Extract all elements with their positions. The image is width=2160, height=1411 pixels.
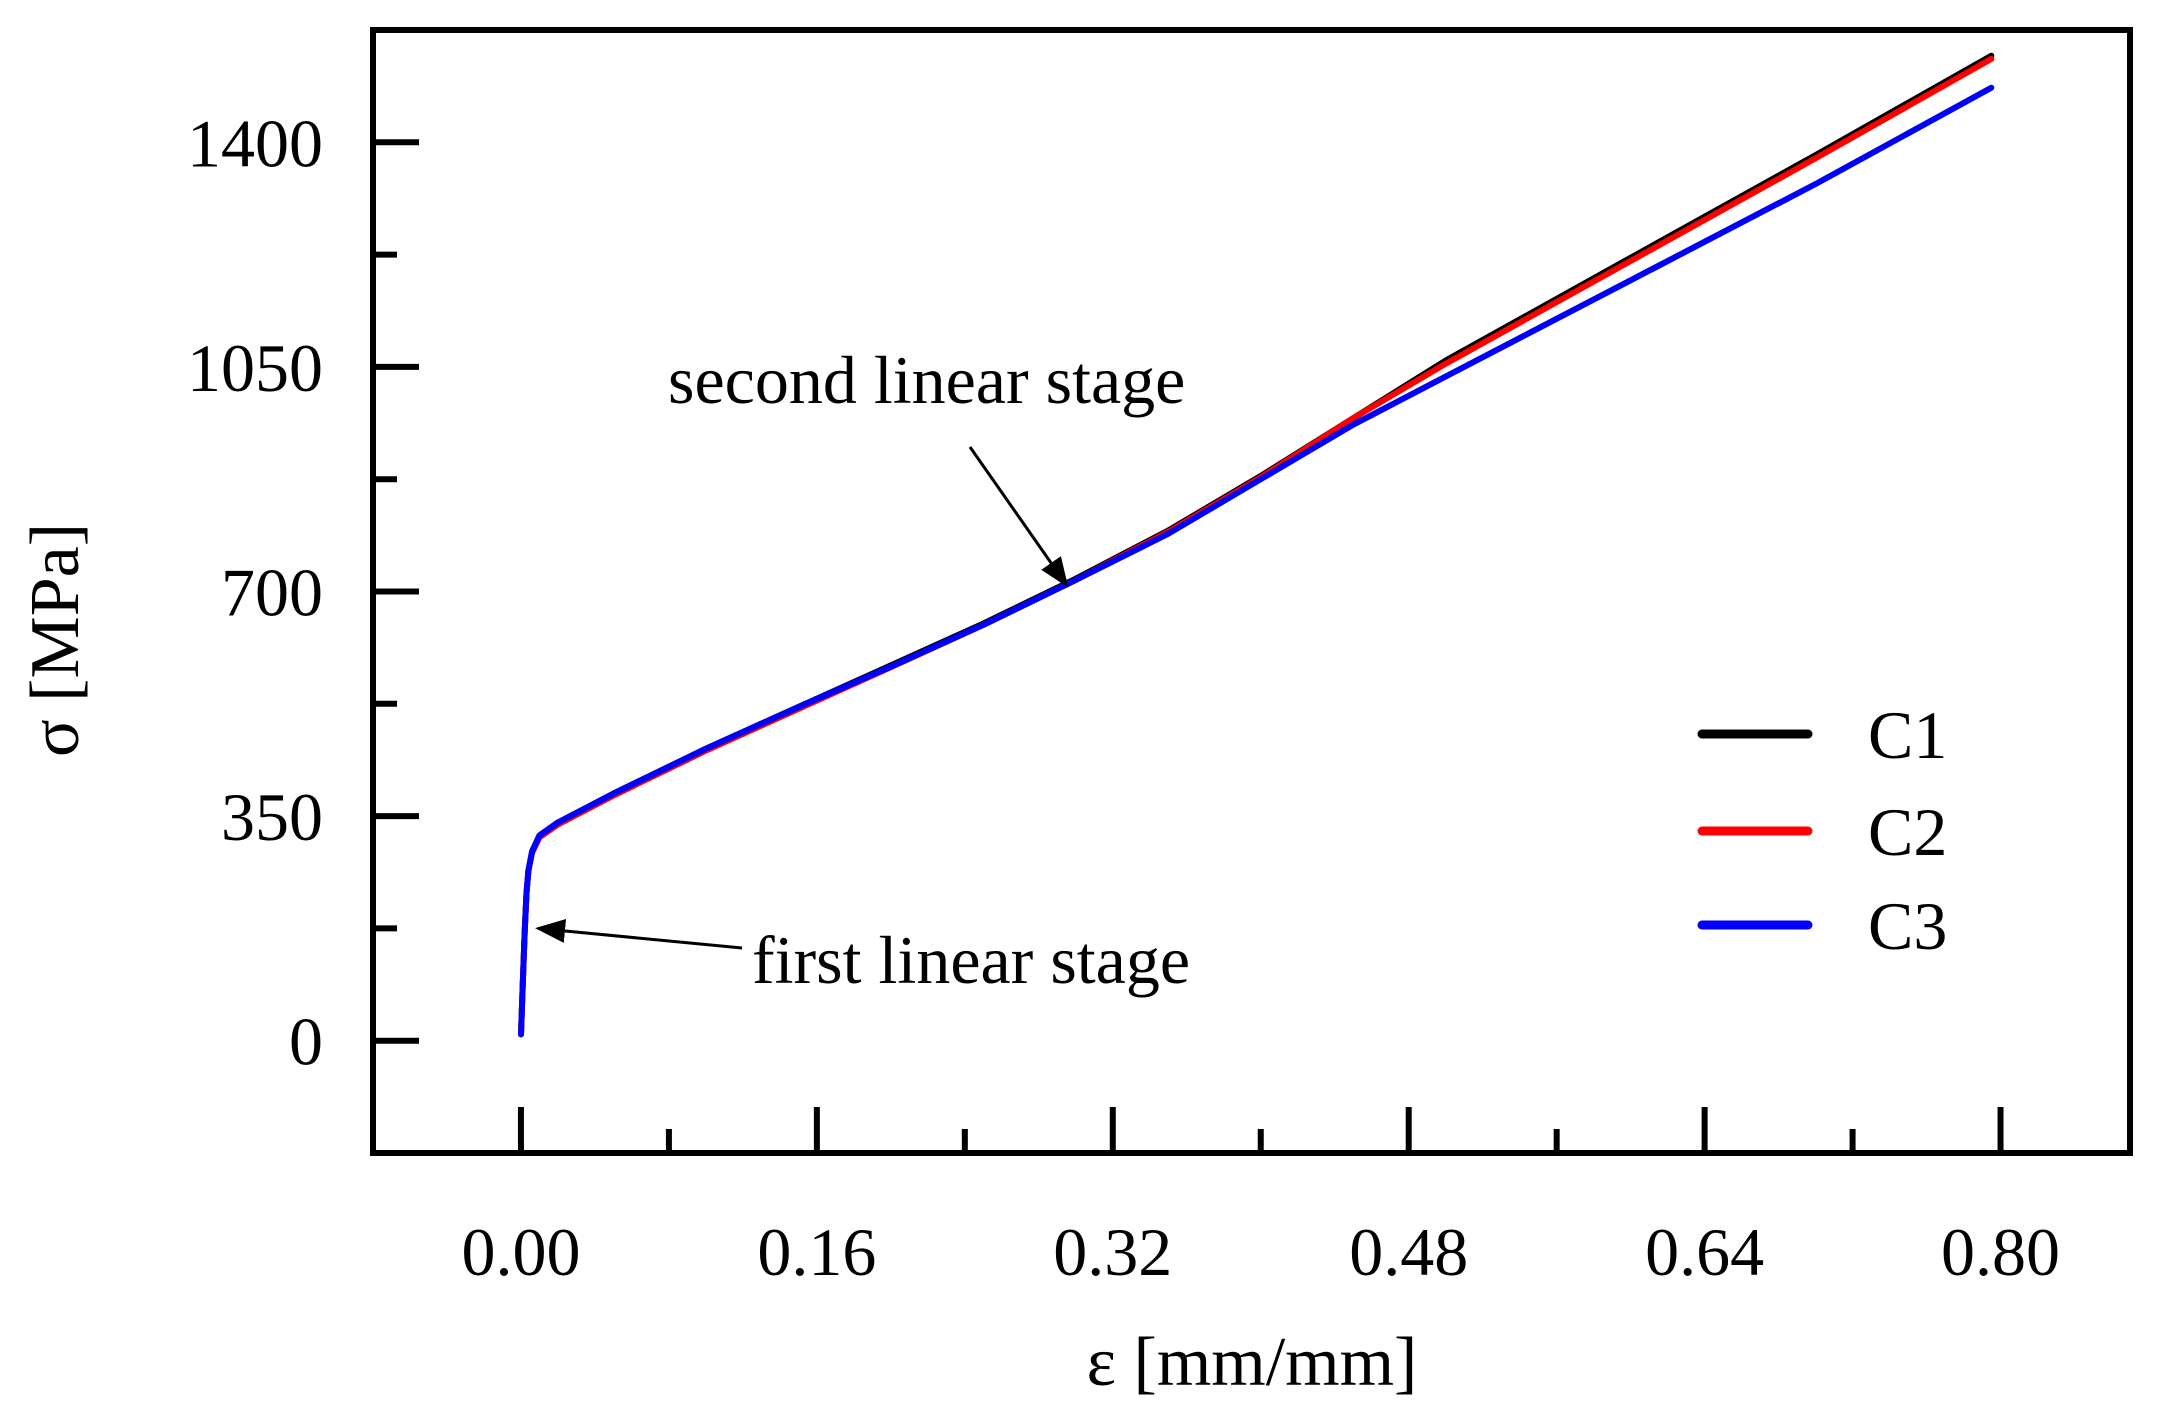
plot-frame — [370, 27, 2133, 1156]
x-axis-ticks — [517, 1107, 2004, 1153]
x-tick-label: 0.32 — [1053, 1214, 1172, 1290]
y-tick-label: 1400 — [187, 105, 323, 181]
x-tick-label: 0.48 — [1349, 1214, 1468, 1290]
annotation-first-linear-stage: first linear stage — [752, 922, 1190, 998]
legend-label-c1: C1 — [1868, 697, 1947, 773]
series-line-c1 — [518, 52, 1995, 1038]
y-axis-tick-labels: 0 350 700 1050 1400 — [187, 105, 323, 1079]
x-axis-title: ε [mm/mm] — [1087, 1324, 1418, 1401]
legend-label-c2: C2 — [1868, 794, 1947, 870]
y-axis-title: σ [MPa] — [17, 523, 94, 757]
x-axis-tick-labels: 0.00 0.16 0.32 0.48 0.64 0.80 — [461, 1214, 2060, 1290]
legend: C1 C2 C3 — [1697, 697, 1947, 964]
x-tick-label: 0.00 — [461, 1214, 580, 1290]
x-tick-label: 0.64 — [1645, 1214, 1764, 1290]
series-line-c3 — [518, 84, 1995, 1038]
y-axis-ticks — [373, 139, 419, 1044]
y-tick-label: 1050 — [187, 330, 323, 406]
data-series — [518, 52, 1995, 1038]
annotation-arrow-first-linear-stage — [535, 919, 743, 950]
x-tick-label: 0.16 — [757, 1214, 876, 1290]
annotation-arrow-second-linear-stage — [968, 446, 1069, 588]
legend-label-c3: C3 — [1868, 888, 1947, 964]
y-tick-label: 0 — [289, 1004, 323, 1080]
y-tick-label: 700 — [221, 555, 323, 631]
annotation-second-linear-stage: second linear stage — [668, 342, 1185, 418]
y-tick-label: 350 — [221, 779, 323, 855]
x-tick-label: 0.80 — [1941, 1214, 2060, 1290]
